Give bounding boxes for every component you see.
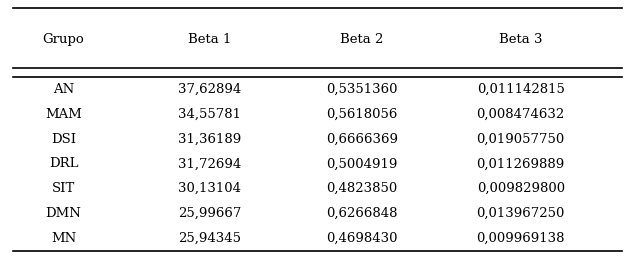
Text: 0,5618056: 0,5618056 <box>326 108 398 121</box>
Text: 0,4698430: 0,4698430 <box>326 232 398 245</box>
Text: 0,4823850: 0,4823850 <box>326 182 398 195</box>
Text: 0,019057750: 0,019057750 <box>477 133 565 145</box>
Text: 25,99667: 25,99667 <box>178 207 241 220</box>
Text: DSI: DSI <box>51 133 76 145</box>
Text: Grupo: Grupo <box>43 33 84 46</box>
Text: 0,5004919: 0,5004919 <box>326 157 398 170</box>
Text: 34,55781: 34,55781 <box>178 108 241 121</box>
Text: 30,13104: 30,13104 <box>178 182 241 195</box>
Text: DMN: DMN <box>46 207 81 220</box>
Text: 0,013967250: 0,013967250 <box>476 207 565 220</box>
Text: AN: AN <box>53 83 74 96</box>
Text: Beta 2: Beta 2 <box>340 33 384 46</box>
Text: 0,6266848: 0,6266848 <box>326 207 398 220</box>
Text: 31,36189: 31,36189 <box>178 133 241 145</box>
Text: Beta 1: Beta 1 <box>188 33 231 46</box>
Text: MAM: MAM <box>45 108 82 121</box>
Text: MN: MN <box>51 232 76 245</box>
Text: 25,94345: 25,94345 <box>178 232 241 245</box>
Text: 0,011269889: 0,011269889 <box>477 157 565 170</box>
Text: SIT: SIT <box>52 182 75 195</box>
Text: 0,008474632: 0,008474632 <box>477 108 565 121</box>
Text: 31,72694: 31,72694 <box>178 157 241 170</box>
Text: 0,5351360: 0,5351360 <box>326 83 398 96</box>
Text: 37,62894: 37,62894 <box>178 83 241 96</box>
Text: Beta 3: Beta 3 <box>499 33 542 46</box>
Text: DRL: DRL <box>49 157 78 170</box>
Text: 0,009829800: 0,009829800 <box>477 182 565 195</box>
Text: 0,009969138: 0,009969138 <box>476 232 565 245</box>
Text: 0,6666369: 0,6666369 <box>326 133 398 145</box>
Text: 0,011142815: 0,011142815 <box>477 83 565 96</box>
